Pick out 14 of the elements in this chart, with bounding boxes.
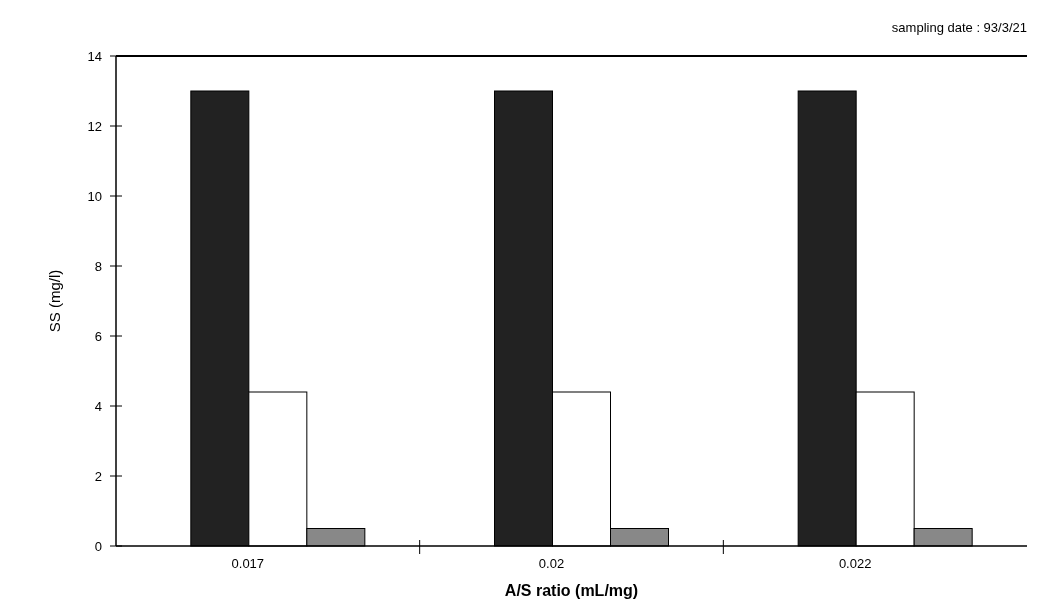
x-axis-title: A/S ratio (mL/mg)	[504, 582, 639, 599]
text: sampling date : 93/3/21	[891, 20, 1027, 35]
y-tick-label: 12	[87, 118, 102, 134]
x-tick-label: 0.022	[838, 556, 872, 571]
y-axis-title: SS (mg/l)	[46, 269, 63, 333]
y-tick-label: 0	[94, 538, 102, 554]
y-tick-label: 6	[94, 328, 102, 344]
x-tick-label: 0.02	[538, 556, 565, 571]
y-tick-label: 8	[94, 258, 102, 274]
y-tick-label: 10	[87, 188, 102, 204]
y-tick-label: 2	[94, 468, 102, 484]
y-tick-label: 14	[87, 48, 102, 64]
x-tick-label: 0.017	[231, 556, 265, 571]
y-tick-label: 4	[94, 398, 102, 414]
